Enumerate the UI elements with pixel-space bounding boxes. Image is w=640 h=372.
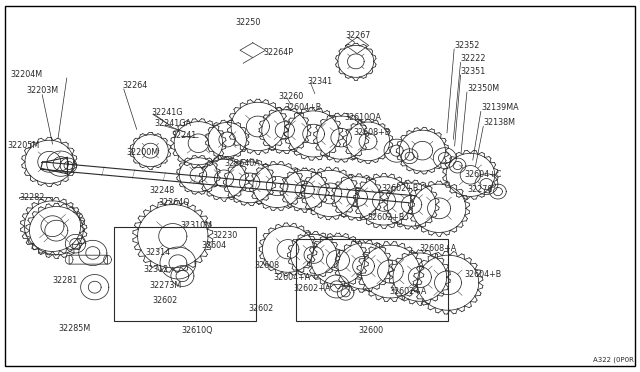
Bar (296, 239, 448, 321)
Text: 32241: 32241 (172, 131, 196, 140)
Text: 32602+A: 32602+A (389, 287, 426, 296)
Text: 32250: 32250 (236, 18, 261, 27)
Text: 32602: 32602 (152, 296, 177, 305)
Text: 32205M: 32205M (8, 141, 40, 150)
Text: 32260: 32260 (278, 92, 303, 101)
Text: 32351: 32351 (461, 67, 486, 76)
Text: 32600: 32600 (358, 326, 383, 335)
Text: 32602+A: 32602+A (293, 284, 330, 293)
Text: 32270: 32270 (467, 185, 493, 194)
Text: 32222: 32222 (461, 54, 486, 63)
Text: 32282: 32282 (19, 193, 45, 202)
Text: 32608+A: 32608+A (420, 244, 457, 253)
Text: 32314: 32314 (146, 248, 171, 257)
Text: 32203M: 32203M (27, 86, 59, 95)
Text: 32264P: 32264P (264, 48, 294, 57)
Text: 322640A: 322640A (224, 159, 260, 168)
Text: 32350M: 32350M (467, 84, 499, 93)
Text: 32267: 32267 (346, 31, 371, 40)
Text: 32604+B: 32604+B (285, 103, 322, 112)
Text: 32608+B: 32608+B (353, 128, 390, 137)
Text: 32604: 32604 (201, 241, 226, 250)
Text: 32604+B: 32604+B (465, 270, 502, 279)
Text: 32264Q: 32264Q (159, 198, 190, 207)
Text: 32352: 32352 (454, 41, 480, 50)
Text: 32200M: 32200M (127, 148, 159, 157)
Text: A322 (0P0R: A322 (0P0R (593, 356, 634, 363)
Text: 32241GA: 32241GA (155, 119, 192, 128)
Text: 32264: 32264 (123, 81, 148, 90)
Text: 32138M: 32138M (484, 118, 516, 127)
Text: 32285M: 32285M (59, 324, 91, 333)
Text: 32241G: 32241G (151, 108, 182, 117)
Text: 32204M: 32204M (10, 70, 42, 79)
Text: 32608: 32608 (255, 262, 280, 270)
Text: 32139MA: 32139MA (481, 103, 519, 112)
Text: 32610QA: 32610QA (344, 113, 381, 122)
Text: 32602+B: 32602+B (367, 213, 404, 222)
Text: 32273M: 32273M (150, 281, 182, 290)
Text: 32230: 32230 (212, 231, 237, 240)
Text: 32604+A: 32604+A (274, 273, 311, 282)
Text: 32602+B: 32602+B (381, 185, 419, 193)
Text: 32281: 32281 (52, 276, 77, 285)
Bar (114, 227, 256, 321)
Text: 32604+C: 32604+C (465, 170, 502, 179)
Text: 32610Q: 32610Q (182, 326, 213, 335)
Text: 32310M: 32310M (180, 221, 212, 230)
Text: 32248: 32248 (150, 186, 175, 195)
Text: 32602: 32602 (248, 304, 273, 313)
Text: 32312: 32312 (143, 265, 168, 274)
Text: 32341: 32341 (307, 77, 332, 86)
